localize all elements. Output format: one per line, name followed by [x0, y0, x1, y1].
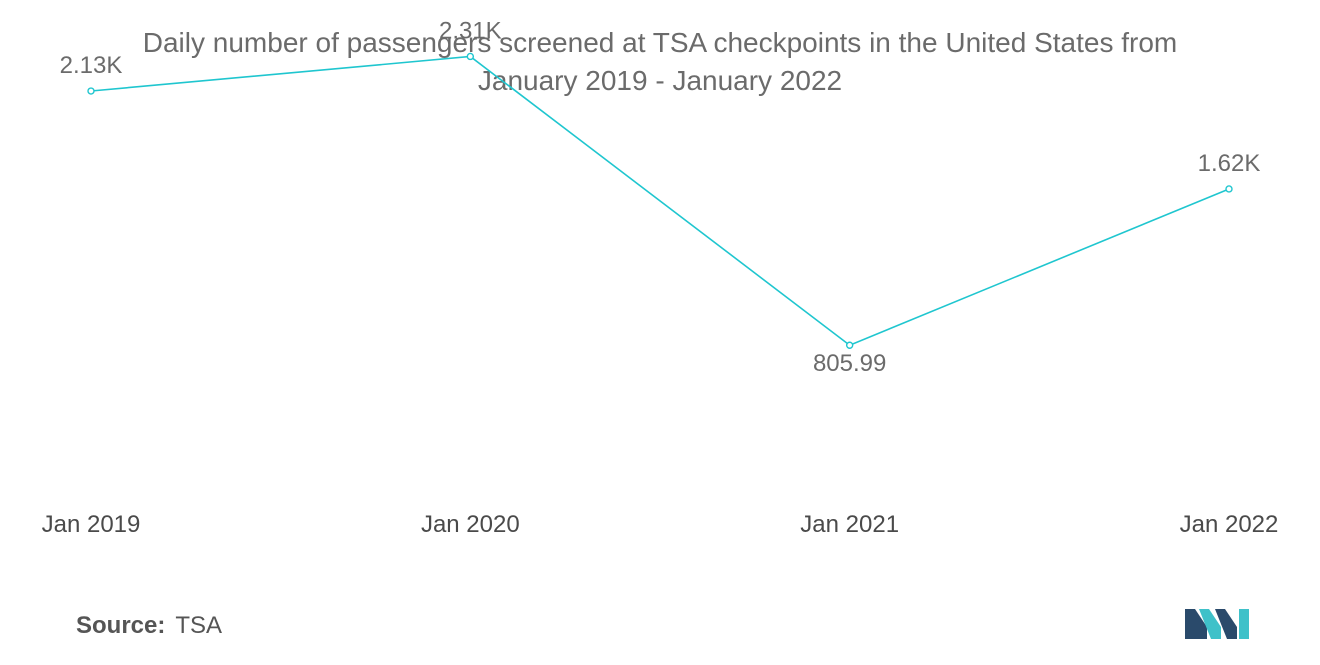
- logo-shape-1: [1185, 609, 1207, 639]
- source-value: TSA: [175, 612, 223, 639]
- data-label-layer: 2.13K 2.31K 805.99 1.62K: [60, 17, 1261, 377]
- data-label: 2.31K: [439, 17, 502, 44]
- mordor-logo-icon: [1185, 609, 1249, 639]
- x-tick-label: Jan 2021: [800, 511, 899, 538]
- chart-title: Daily number of passengers screened at T…: [0, 24, 1320, 100]
- data-point: [466, 52, 475, 61]
- source-note: Source: TSA: [76, 612, 222, 640]
- x-tick-label: Jan 2019: [42, 511, 141, 538]
- x-tick-label: Jan 2022: [1180, 511, 1279, 538]
- x-axis-tick-layer: Jan 2019 Jan 2020 Jan 2021 Jan 2022: [42, 511, 1279, 538]
- data-point: [1225, 185, 1233, 193]
- logo-shape-2: [1199, 609, 1221, 639]
- data-label: 1.62K: [1198, 150, 1261, 177]
- logo-shape-3: [1215, 609, 1237, 639]
- logo-shape-4: [1239, 609, 1249, 639]
- data-point: [845, 341, 854, 349]
- series-line: [90, 55, 1230, 347]
- series-layer: [87, 52, 1233, 349]
- data-label: 2.13K: [60, 52, 123, 79]
- chart-title-line-2: January 2019 - January 2022: [477, 65, 843, 96]
- source-label: Source:: [76, 612, 166, 639]
- data-point: [87, 87, 95, 95]
- chart-title-line-1: Daily number of passengers screened at T…: [142, 27, 1178, 58]
- data-label: 805.99: [813, 350, 886, 377]
- x-tick-label: Jan 2020: [421, 511, 520, 538]
